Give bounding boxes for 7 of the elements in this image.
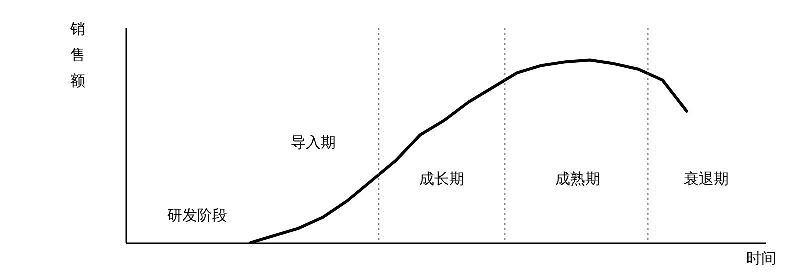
annotation: 衰退期 — [684, 170, 729, 188]
x-axis-title: 时间 — [746, 250, 776, 268]
text: 销售额 — [70, 20, 86, 90]
text: 研发阶段 — [167, 206, 228, 225]
annotation: 成长期 — [420, 170, 465, 188]
annotation: 成熟期 — [555, 170, 600, 188]
annotation: 导入期 — [291, 133, 336, 152]
